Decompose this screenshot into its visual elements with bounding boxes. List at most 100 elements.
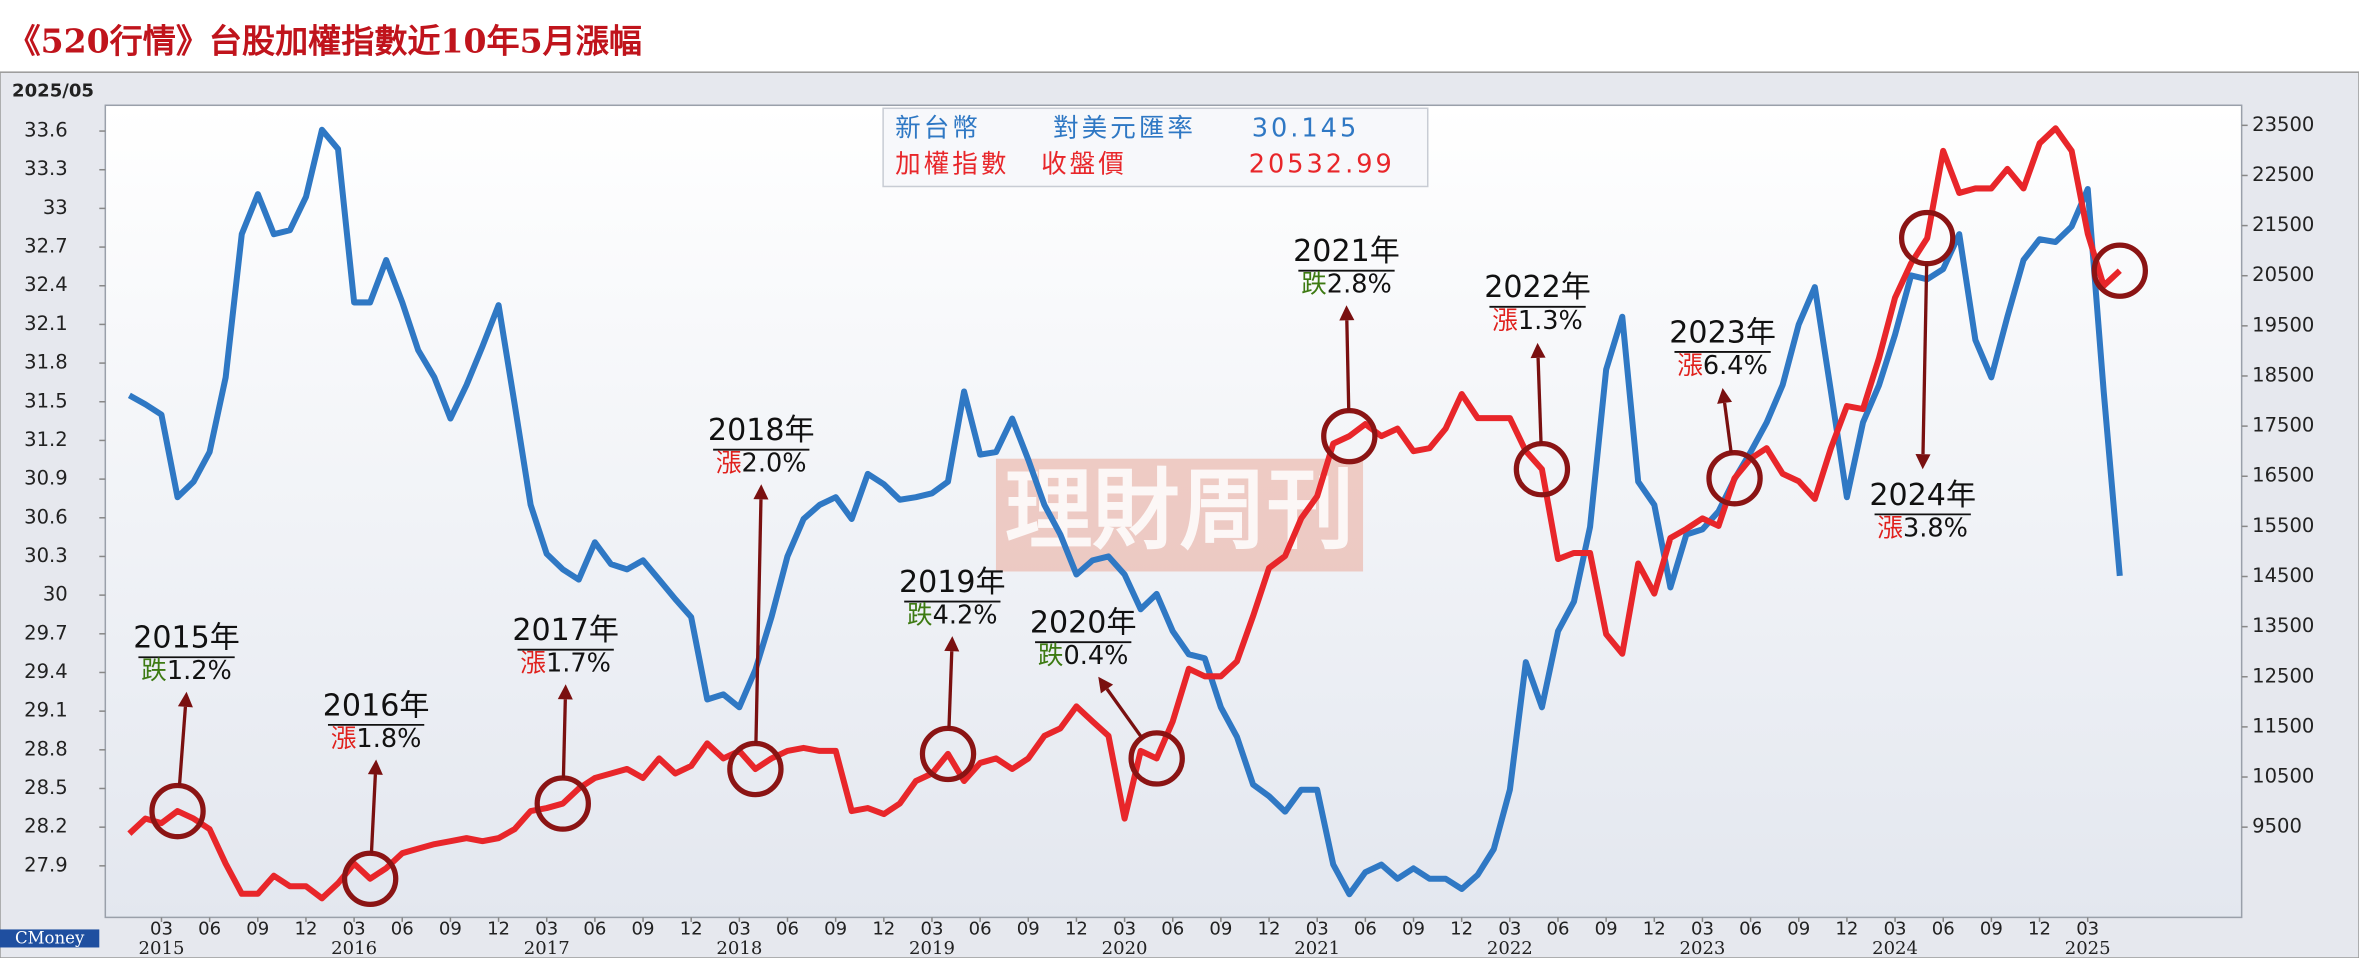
annotation-change: 跌4.2% bbox=[907, 601, 998, 631]
x-tick-label: 06 bbox=[1739, 918, 1762, 939]
y-tick-label: 29.1 bbox=[24, 699, 68, 722]
annotation-percent: 1.3% bbox=[1518, 306, 1583, 336]
arrow-shaft bbox=[1105, 688, 1144, 739]
x-tick-label: 12 bbox=[294, 918, 317, 939]
x-tick-label: 09 bbox=[1595, 918, 1618, 939]
x-tick-label: 03 bbox=[1306, 918, 1329, 939]
annotation-direction: 漲 bbox=[331, 724, 357, 754]
y2-tick-label: 9500 bbox=[2252, 815, 2302, 838]
source: CMoney bbox=[15, 929, 85, 948]
info-label: 收盤價 bbox=[1041, 149, 1127, 179]
x-tick-label: 03 bbox=[343, 918, 366, 939]
x-tick-label: 12 bbox=[1065, 918, 1088, 939]
x-year-label: 2020 bbox=[1102, 938, 1148, 958]
info-value: 20532.99 bbox=[1249, 149, 1395, 179]
y2-tick-label: 20500 bbox=[2252, 263, 2314, 286]
y-tick-label: 30.3 bbox=[24, 544, 68, 567]
x-tick-label: 12 bbox=[1835, 918, 1858, 939]
y2-tick-label: 23500 bbox=[2252, 113, 2314, 136]
info-name: 加權指數 bbox=[895, 149, 1009, 179]
annotation-change: 漲1.3% bbox=[1492, 306, 1583, 336]
date-label: 2025/05 bbox=[12, 81, 94, 102]
arrow-head bbox=[1717, 388, 1733, 404]
y-tick-label: 28.5 bbox=[24, 776, 68, 799]
arrow-shaft bbox=[1722, 402, 1733, 454]
arrow-shaft bbox=[947, 651, 954, 729]
x-tick-label: 03 bbox=[150, 918, 173, 939]
x-tick-label: 09 bbox=[632, 918, 655, 939]
x-tick-label: 03 bbox=[2076, 918, 2099, 939]
y-tick-label: 32.4 bbox=[24, 273, 68, 296]
arrow-head bbox=[1339, 305, 1355, 321]
x-year-label: 2017 bbox=[524, 938, 570, 958]
annotation-year: 2022年 bbox=[1484, 270, 1591, 305]
highlight-circle bbox=[1128, 730, 1185, 787]
x-year-label: 2025 bbox=[2065, 938, 2111, 958]
highlight-circle bbox=[1898, 209, 1956, 267]
arrow-head bbox=[367, 759, 383, 775]
arrow-shaft bbox=[1345, 320, 1351, 411]
annotation-change: 漲3.8% bbox=[1877, 513, 1968, 543]
highlight-circle bbox=[341, 850, 399, 907]
highlight-circle bbox=[2091, 242, 2148, 299]
x-tick-label: 06 bbox=[1546, 918, 1569, 939]
x-tick-label: 06 bbox=[776, 918, 799, 939]
info-box bbox=[882, 107, 1429, 188]
arrow-head bbox=[177, 691, 193, 708]
x-tick-label: 12 bbox=[487, 918, 510, 939]
y2-tick-label: 16500 bbox=[2252, 464, 2314, 487]
x-tick-label: 03 bbox=[1884, 918, 1907, 939]
x-tick-label: 03 bbox=[535, 918, 558, 939]
x-tick-label: 03 bbox=[1691, 918, 1714, 939]
annotation-direction: 跌 bbox=[141, 656, 167, 686]
x-tick-label: 09 bbox=[246, 918, 269, 939]
arrow-head bbox=[944, 636, 960, 652]
annotation-percent: 4.2% bbox=[933, 601, 998, 631]
x-tick-label: 09 bbox=[1017, 918, 1040, 939]
x-tick-label: 03 bbox=[920, 918, 943, 939]
annotation-change: 跌1.2% bbox=[141, 656, 232, 686]
annotation-direction: 漲 bbox=[716, 449, 742, 479]
y-tick-label: 33 bbox=[43, 196, 68, 219]
y-tick-label: 30.9 bbox=[24, 467, 68, 490]
annotation-year: 2018年 bbox=[708, 413, 815, 448]
y2-tick-label: 22500 bbox=[2252, 163, 2314, 186]
annotation-change: 漲1.8% bbox=[331, 724, 422, 754]
x-tick-label: 03 bbox=[1113, 918, 1136, 939]
x-tick-label: 09 bbox=[439, 918, 462, 939]
x-tick-label: 09 bbox=[1980, 918, 2003, 939]
annotation-year: 2023年 bbox=[1669, 315, 1776, 350]
y2-tick-label: 12500 bbox=[2252, 664, 2314, 687]
y2-tick-label: 11500 bbox=[2252, 714, 2314, 737]
arrow-shaft bbox=[1536, 357, 1543, 444]
arrow-head bbox=[1098, 676, 1114, 694]
annotation-percent: 1.7% bbox=[546, 649, 611, 679]
annotation-percent: 1.8% bbox=[356, 724, 421, 754]
annotation-percent: 6.4% bbox=[1703, 351, 1768, 381]
y2-tick-label: 14500 bbox=[2252, 564, 2314, 587]
annotation-direction: 漲 bbox=[1492, 306, 1518, 336]
annotation-year: 2015年 bbox=[133, 621, 240, 656]
annotation-year: 2017年 bbox=[512, 613, 619, 648]
info-value: 30.145 bbox=[1252, 113, 1360, 143]
series-line bbox=[127, 126, 2123, 898]
info-name: 新台幣 bbox=[895, 113, 981, 143]
x-tick-label: 09 bbox=[1209, 918, 1232, 939]
highlight-circle bbox=[149, 782, 206, 840]
x-tick-label: 06 bbox=[198, 918, 221, 939]
y-tick-label: 29.4 bbox=[24, 660, 68, 683]
annotation-change: 漲2.0% bbox=[716, 449, 807, 479]
annotation-year: 2020年 bbox=[1030, 606, 1137, 641]
plot-area bbox=[104, 104, 2243, 919]
highlight-circle bbox=[1513, 441, 1571, 498]
x-tick-label: 09 bbox=[1787, 918, 1810, 939]
source-badge bbox=[0, 929, 100, 948]
y-tick-label: 31.8 bbox=[24, 351, 68, 374]
y-tick-label: 30 bbox=[43, 583, 68, 606]
annotation-change: 漲6.4% bbox=[1677, 351, 1768, 381]
y2-tick-label: 17500 bbox=[2252, 414, 2314, 437]
series-line bbox=[127, 125, 2122, 902]
y2-tick-label: 10500 bbox=[2252, 765, 2314, 788]
highlight-circle bbox=[534, 775, 591, 832]
